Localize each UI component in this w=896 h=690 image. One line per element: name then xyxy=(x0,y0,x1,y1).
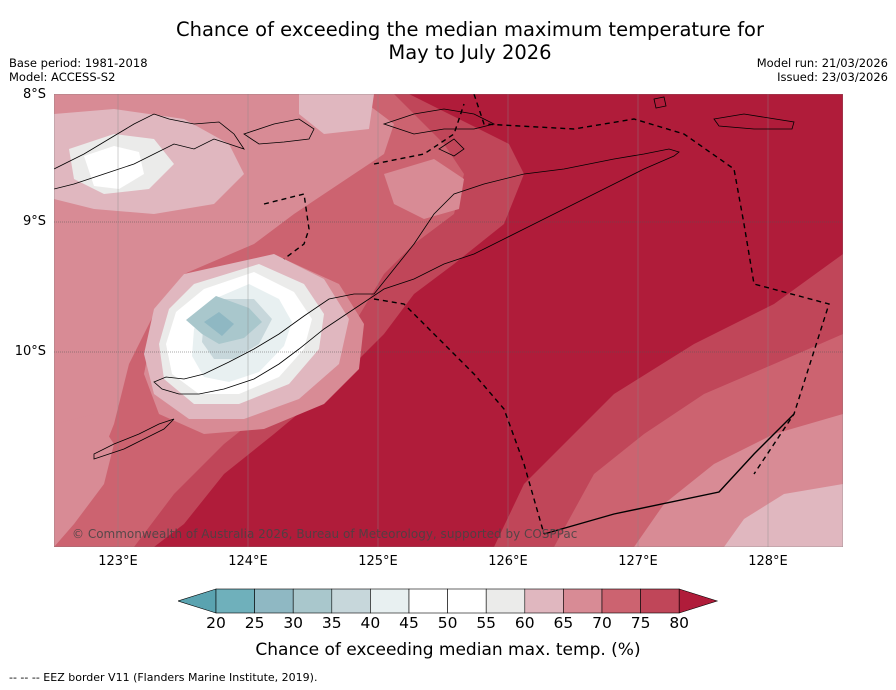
colorbar-segment xyxy=(331,588,371,614)
lon-label-125e: 125°E xyxy=(358,554,398,569)
eez-line-1 xyxy=(263,193,310,260)
colorbar-segment xyxy=(524,588,564,614)
eez-border xyxy=(263,94,830,535)
colorbar-segment xyxy=(601,588,641,614)
run-info: Model run: 21/03/2026 Issued: 23/03/2026 xyxy=(757,56,888,84)
lon-label-126e: 126°E xyxy=(488,554,528,569)
colorbar-tick-label: 45 xyxy=(399,614,419,632)
model-name: Model: ACCESS-S2 xyxy=(9,70,116,84)
eez-legend: -- -- -- EEZ border V11 (Flanders Marine… xyxy=(9,671,318,684)
coastline-islet xyxy=(653,96,667,109)
title-line-1: Chance of exceeding the median maximum t… xyxy=(175,18,765,41)
copyright-text: © Commonwealth of Australia 2026, Bureau… xyxy=(72,527,577,541)
coastline-atauro xyxy=(438,138,465,157)
eez-line-4 xyxy=(473,94,830,475)
colorbar-tick-label: 55 xyxy=(476,614,497,632)
colorbar xyxy=(178,588,719,614)
colorbar-tick-label: 35 xyxy=(321,614,342,632)
coastline-east-isles xyxy=(713,113,795,130)
temperature-probability-map: © Commonwealth of Australia 2026, Bureau… xyxy=(54,94,843,547)
band-60-65-east xyxy=(724,484,843,547)
colorbar-segment xyxy=(215,588,255,614)
colorbar-segment xyxy=(563,588,603,614)
colorbar-tick-label: 25 xyxy=(244,614,265,632)
colorbar-tick-label: 20 xyxy=(206,614,226,632)
colorbar-segment xyxy=(254,588,294,614)
band-65-70-sw xyxy=(54,414,114,534)
model-run: Model run: 21/03/2026 xyxy=(756,56,888,70)
coastline-timor xyxy=(153,148,680,395)
colorbar-segment xyxy=(408,588,448,614)
colorbar-tick-label: 50 xyxy=(437,614,458,632)
base-info: Base period: 1981-2018 Model: ACCESS-S2 xyxy=(9,56,148,84)
colorbar-tick-label: 80 xyxy=(669,614,690,632)
lon-label-123e: 123°E xyxy=(98,554,138,569)
lon-label-127e: 127°E xyxy=(618,554,658,569)
colorbar-tick-label: 70 xyxy=(592,614,612,632)
lat-label-8s: 8°S xyxy=(22,87,46,102)
base-period: Base period: 1981-2018 xyxy=(9,56,148,70)
band-30-35 xyxy=(204,312,234,336)
colorbar-segment xyxy=(370,588,410,614)
eez-line-3 xyxy=(373,103,465,165)
coastline-flores xyxy=(54,113,245,190)
lat-label-9s: 9°S xyxy=(22,214,46,229)
map-title: Chance of exceeding the median maximum t… xyxy=(0,18,896,64)
colorbar-arrow-low xyxy=(178,588,217,614)
colorbar-segment xyxy=(292,588,333,614)
lat-label-10s: 10°S xyxy=(14,344,46,359)
lon-label-124e: 124°E xyxy=(228,554,268,569)
colorbar-tick-label: 30 xyxy=(283,614,304,632)
colorbar-tick-label: 75 xyxy=(630,614,651,632)
colorbar-arrow-high xyxy=(678,588,719,614)
graticule xyxy=(54,94,843,547)
colorbar-tick-label: 60 xyxy=(514,614,535,632)
colorbar-tick-label: 65 xyxy=(553,614,574,632)
title-line-2: May to July 2026 xyxy=(388,41,552,64)
coastlines xyxy=(54,96,795,460)
band-60-65-north xyxy=(299,94,374,134)
coastline-rote xyxy=(93,418,175,460)
issued-date: Issued: 23/03/2026 xyxy=(777,70,888,84)
colorbar-label: Chance of exceeding median max. temp. (%… xyxy=(255,640,641,660)
coastline-alor xyxy=(243,118,315,145)
eez-solid xyxy=(543,413,795,535)
eez-line-2 xyxy=(373,298,545,535)
coastline-wetar xyxy=(382,108,496,135)
band-50-55-west xyxy=(84,146,144,189)
colorbar-segment xyxy=(485,588,526,614)
colorbar-segment xyxy=(640,588,680,614)
lon-label-128e: 128°E xyxy=(748,554,788,569)
colorbar-tick-label: 40 xyxy=(360,614,381,632)
colorbar-segment xyxy=(447,588,487,614)
